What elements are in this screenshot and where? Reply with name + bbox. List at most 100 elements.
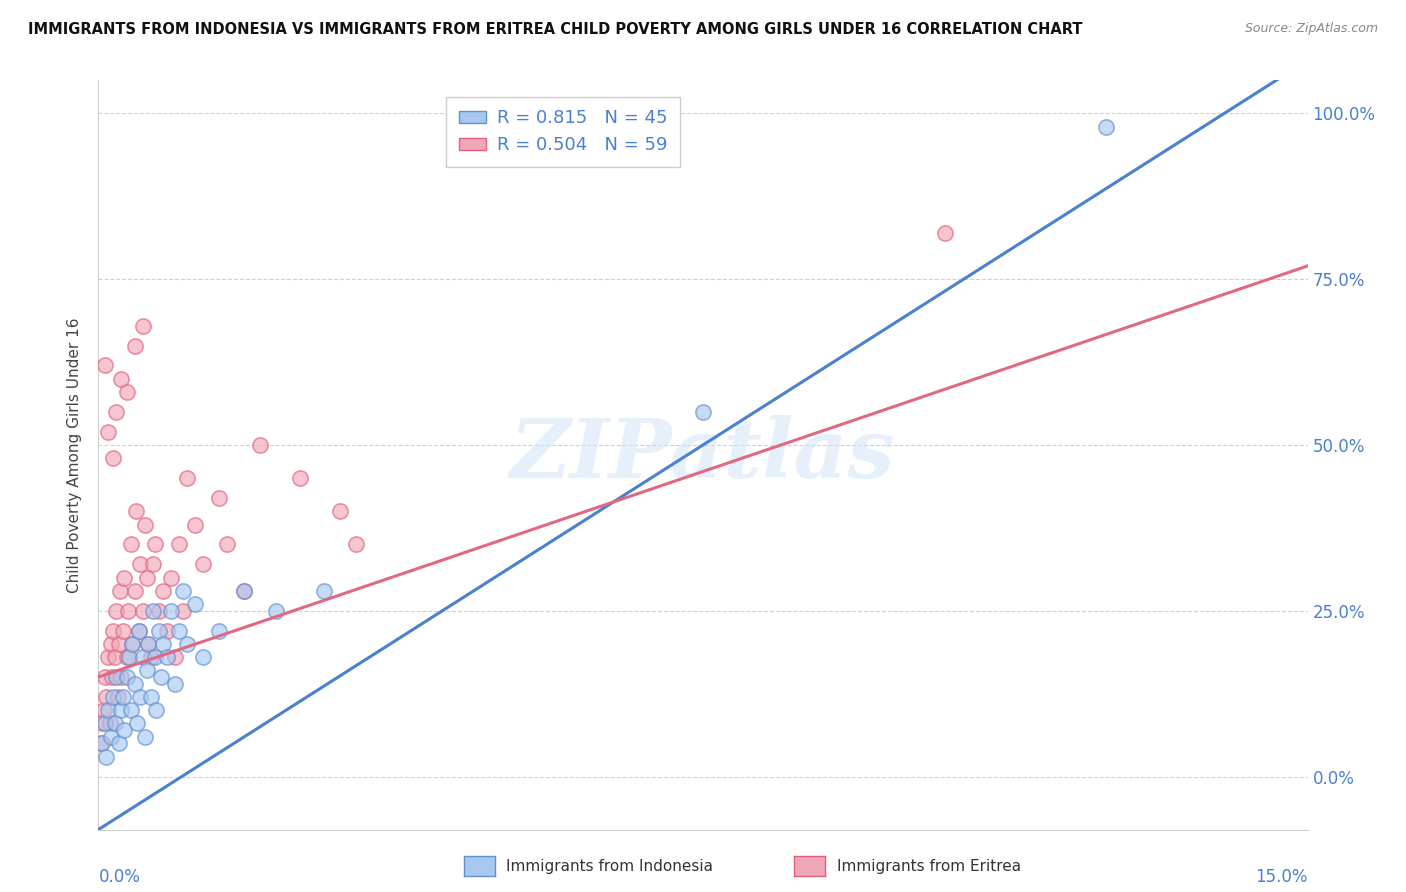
Point	[120, 703, 142, 717]
Point	[94, 670, 117, 684]
Point	[111, 690, 134, 704]
Point	[184, 597, 207, 611]
Point	[103, 650, 125, 665]
Point	[134, 517, 156, 532]
Point	[105, 670, 128, 684]
Point	[120, 537, 142, 551]
Point	[208, 491, 231, 505]
Point	[172, 604, 194, 618]
Point	[160, 571, 183, 585]
Point	[176, 471, 198, 485]
Point	[124, 583, 146, 598]
Point	[249, 438, 271, 452]
Point	[124, 338, 146, 352]
Point	[101, 624, 124, 638]
Point	[108, 583, 131, 598]
Point	[97, 703, 120, 717]
Point	[96, 749, 118, 764]
Point	[148, 604, 170, 618]
Point	[132, 650, 155, 665]
Point	[135, 571, 157, 585]
Point	[176, 637, 198, 651]
Point	[142, 558, 165, 572]
Point	[97, 650, 120, 665]
Point	[145, 703, 167, 717]
Point	[128, 624, 150, 638]
Point	[91, 716, 114, 731]
Point	[132, 318, 155, 333]
Point	[132, 604, 155, 618]
Point	[121, 637, 143, 651]
Point	[139, 650, 162, 665]
Point	[160, 604, 183, 618]
Point	[110, 703, 132, 717]
Point	[167, 537, 190, 551]
Point	[232, 583, 254, 598]
Point	[94, 716, 117, 731]
Point	[127, 716, 149, 731]
Point	[135, 664, 157, 678]
Point	[112, 723, 135, 737]
Text: Source: ZipAtlas.com: Source: ZipAtlas.com	[1244, 22, 1378, 36]
Point	[314, 583, 336, 598]
Point	[128, 624, 150, 638]
Text: Immigrants from Eritrea: Immigrants from Eritrea	[837, 859, 1021, 873]
Point	[167, 624, 190, 638]
Point	[138, 637, 160, 651]
Point	[101, 670, 124, 684]
Point	[100, 730, 122, 744]
Text: 15.0%: 15.0%	[1256, 869, 1308, 887]
Point	[93, 703, 115, 717]
Point	[163, 676, 186, 690]
Point	[184, 517, 207, 532]
Point	[94, 359, 117, 373]
Point	[105, 405, 128, 419]
Point	[288, 471, 311, 485]
Text: 0.0%: 0.0%	[98, 869, 141, 887]
Point	[129, 690, 152, 704]
Point	[90, 736, 112, 750]
Point	[150, 670, 173, 684]
Point	[138, 637, 160, 651]
Point	[115, 384, 138, 399]
Point	[103, 716, 125, 731]
Text: Immigrants from Indonesia: Immigrants from Indonesia	[506, 859, 713, 873]
Y-axis label: Child Poverty Among Girls Under 16: Child Poverty Among Girls Under 16	[67, 318, 83, 592]
Point	[134, 730, 156, 744]
Point	[934, 226, 956, 240]
Text: IMMIGRANTS FROM INDONESIA VS IMMIGRANTS FROM ERITREA CHILD POVERTY AMONG GIRLS U: IMMIGRANTS FROM INDONESIA VS IMMIGRANTS …	[28, 22, 1083, 37]
Point	[125, 504, 148, 518]
Point	[115, 670, 138, 684]
Point	[193, 650, 215, 665]
Text: ZIPatlas: ZIPatlas	[510, 415, 896, 495]
Point	[142, 604, 165, 618]
Point	[344, 537, 367, 551]
Point	[232, 583, 254, 598]
Point	[97, 425, 120, 439]
Point	[98, 716, 121, 731]
Point	[112, 571, 135, 585]
Point	[217, 537, 239, 551]
Point	[110, 670, 132, 684]
Point	[143, 650, 166, 665]
Point	[115, 650, 138, 665]
Point	[1095, 120, 1118, 134]
Point	[692, 405, 714, 419]
Point	[111, 624, 134, 638]
Point	[110, 372, 132, 386]
Point	[139, 690, 162, 704]
Point	[264, 604, 287, 618]
Legend: R = 0.815   N = 45, R = 0.504   N = 59: R = 0.815 N = 45, R = 0.504 N = 59	[446, 97, 679, 167]
Point	[101, 690, 124, 704]
Point	[101, 451, 124, 466]
Point	[91, 736, 114, 750]
Point	[148, 624, 170, 638]
Point	[117, 604, 139, 618]
Point	[107, 690, 129, 704]
Point	[143, 537, 166, 551]
Point	[107, 637, 129, 651]
Point	[152, 583, 174, 598]
Point	[156, 650, 179, 665]
Point	[118, 650, 141, 665]
Point	[107, 736, 129, 750]
